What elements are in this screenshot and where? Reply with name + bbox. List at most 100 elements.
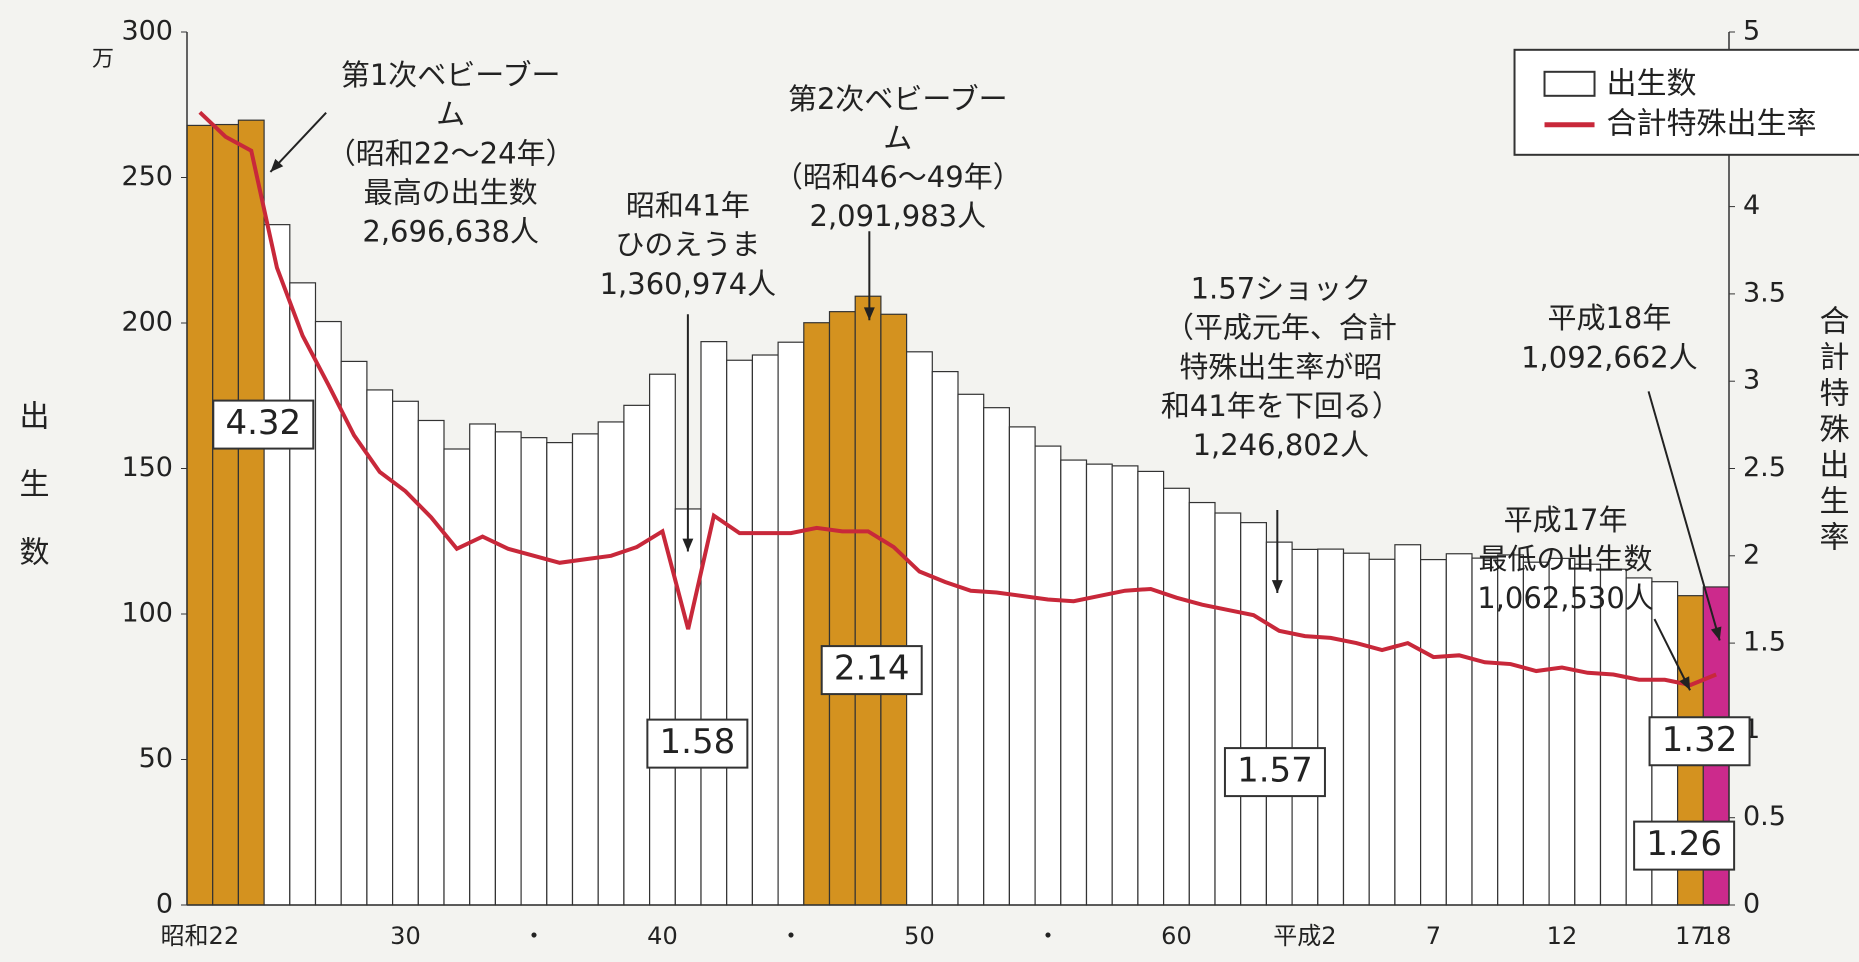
bar (1162, 487, 1190, 906)
x-tick-label: 17 (1675, 922, 1706, 950)
bar (828, 311, 856, 906)
x-tick-label: 平成2 (1273, 922, 1336, 950)
x-tick-label: 昭和22 (161, 922, 240, 950)
bar (340, 360, 368, 906)
bar (289, 282, 317, 906)
bar (648, 373, 676, 906)
x-tick-label: 18 (1701, 922, 1732, 950)
bar (237, 119, 265, 906)
annotation: 最高の出生数 (364, 176, 538, 210)
bar (546, 442, 574, 906)
x-tick-label: ・ (779, 922, 803, 950)
y-tick-label: 200 (121, 307, 173, 338)
bar (700, 341, 728, 906)
annotation: 平成18年 (1547, 301, 1671, 335)
value-box-label: 1.57 (1237, 751, 1313, 791)
value-box-label: 1.58 (660, 722, 736, 762)
bar (417, 419, 445, 906)
annotation: 1,062,530人 (1477, 581, 1654, 615)
annotation: 1,092,662人 (1521, 340, 1698, 374)
y2-tick-label: 0.5 (1743, 801, 1786, 832)
bar (1111, 465, 1139, 906)
y2-tick-label: 2 (1743, 539, 1760, 570)
bar (1394, 544, 1422, 906)
bar (880, 313, 908, 906)
value-box-label: 2.14 (834, 649, 910, 689)
bar (1471, 557, 1499, 906)
x-tick-label: 30 (390, 922, 421, 950)
annotation: ひのえうま (615, 228, 760, 262)
y-tick-label: 300 (121, 16, 173, 47)
bar (1445, 553, 1473, 906)
y-tick-label: 150 (121, 452, 173, 483)
x-tick-label: 50 (904, 922, 935, 950)
x-tick-label: ・ (1036, 922, 1060, 950)
annotation: 2,091,983人 (810, 199, 987, 233)
y-tick-label: 0 (156, 889, 173, 920)
bar (1599, 568, 1627, 906)
annotation: （昭和22～24年） (327, 136, 575, 170)
y-tick-label: 100 (121, 598, 173, 629)
annotation: 2,696,638人 (362, 215, 539, 249)
value-box (1223, 747, 1326, 798)
arrow-head (270, 158, 284, 172)
annotation: 1,246,802人 (1193, 428, 1370, 462)
bar (674, 508, 702, 906)
legend-label: 合計特殊出生率 (1607, 106, 1817, 141)
y2-tick-label: 2.5 (1743, 452, 1786, 483)
value-box (1648, 716, 1751, 767)
x-tick-label: 40 (647, 922, 678, 950)
value-box (820, 645, 923, 696)
bar (1240, 522, 1267, 906)
annotation: 1.57ショック (1191, 272, 1372, 306)
bar (751, 354, 779, 906)
bar (1008, 426, 1036, 906)
bar (777, 341, 805, 906)
annotation: ム (436, 97, 465, 131)
arrow-head (682, 538, 694, 552)
y2-tick-label: 1.5 (1743, 627, 1786, 658)
bar (905, 351, 933, 906)
line (198, 110, 1717, 688)
bar (1419, 558, 1447, 906)
bar (1265, 541, 1293, 906)
bar (494, 431, 522, 906)
bar (854, 295, 882, 906)
bar (212, 123, 239, 906)
bar (1034, 445, 1062, 906)
annotation: 和41年を下回る） (1161, 389, 1401, 423)
bar (1342, 552, 1370, 906)
annotation: （平成元年、合計 (1165, 311, 1397, 345)
legend-swatch (1543, 70, 1596, 97)
value-box-label: 1.32 (1662, 720, 1738, 760)
bar (1317, 548, 1345, 906)
arrow-head (1679, 676, 1691, 691)
bar (1368, 558, 1396, 906)
bar (1060, 459, 1088, 906)
bar (1214, 512, 1242, 906)
bar (469, 423, 497, 906)
y2-tick-label: 4 (1743, 190, 1760, 221)
bar (1548, 557, 1576, 906)
annotation-arrow (1647, 391, 1721, 641)
value-box (646, 718, 749, 769)
y-axis-label: 出生数 (14, 400, 49, 604)
bar (263, 224, 291, 906)
bar (366, 389, 394, 906)
x-tick-label: 12 (1547, 922, 1578, 950)
y2-tick-label: 3.5 (1743, 277, 1786, 308)
y2-tick-label: 5 (1743, 16, 1760, 47)
annotation: 第1次ベビーブー (341, 58, 561, 92)
annotation: 特殊出生率が昭 (1179, 350, 1382, 384)
bar (931, 370, 959, 906)
bar (803, 322, 831, 906)
y-tick-label: 50 (139, 743, 173, 774)
bar (571, 433, 599, 906)
value-box (212, 399, 315, 450)
y2-axis-label: 合計特殊出生率 (1814, 305, 1850, 557)
bar (314, 320, 342, 906)
value-box-label: 1.26 (1646, 824, 1722, 864)
bar (623, 404, 651, 906)
legend-box (1513, 48, 1859, 156)
